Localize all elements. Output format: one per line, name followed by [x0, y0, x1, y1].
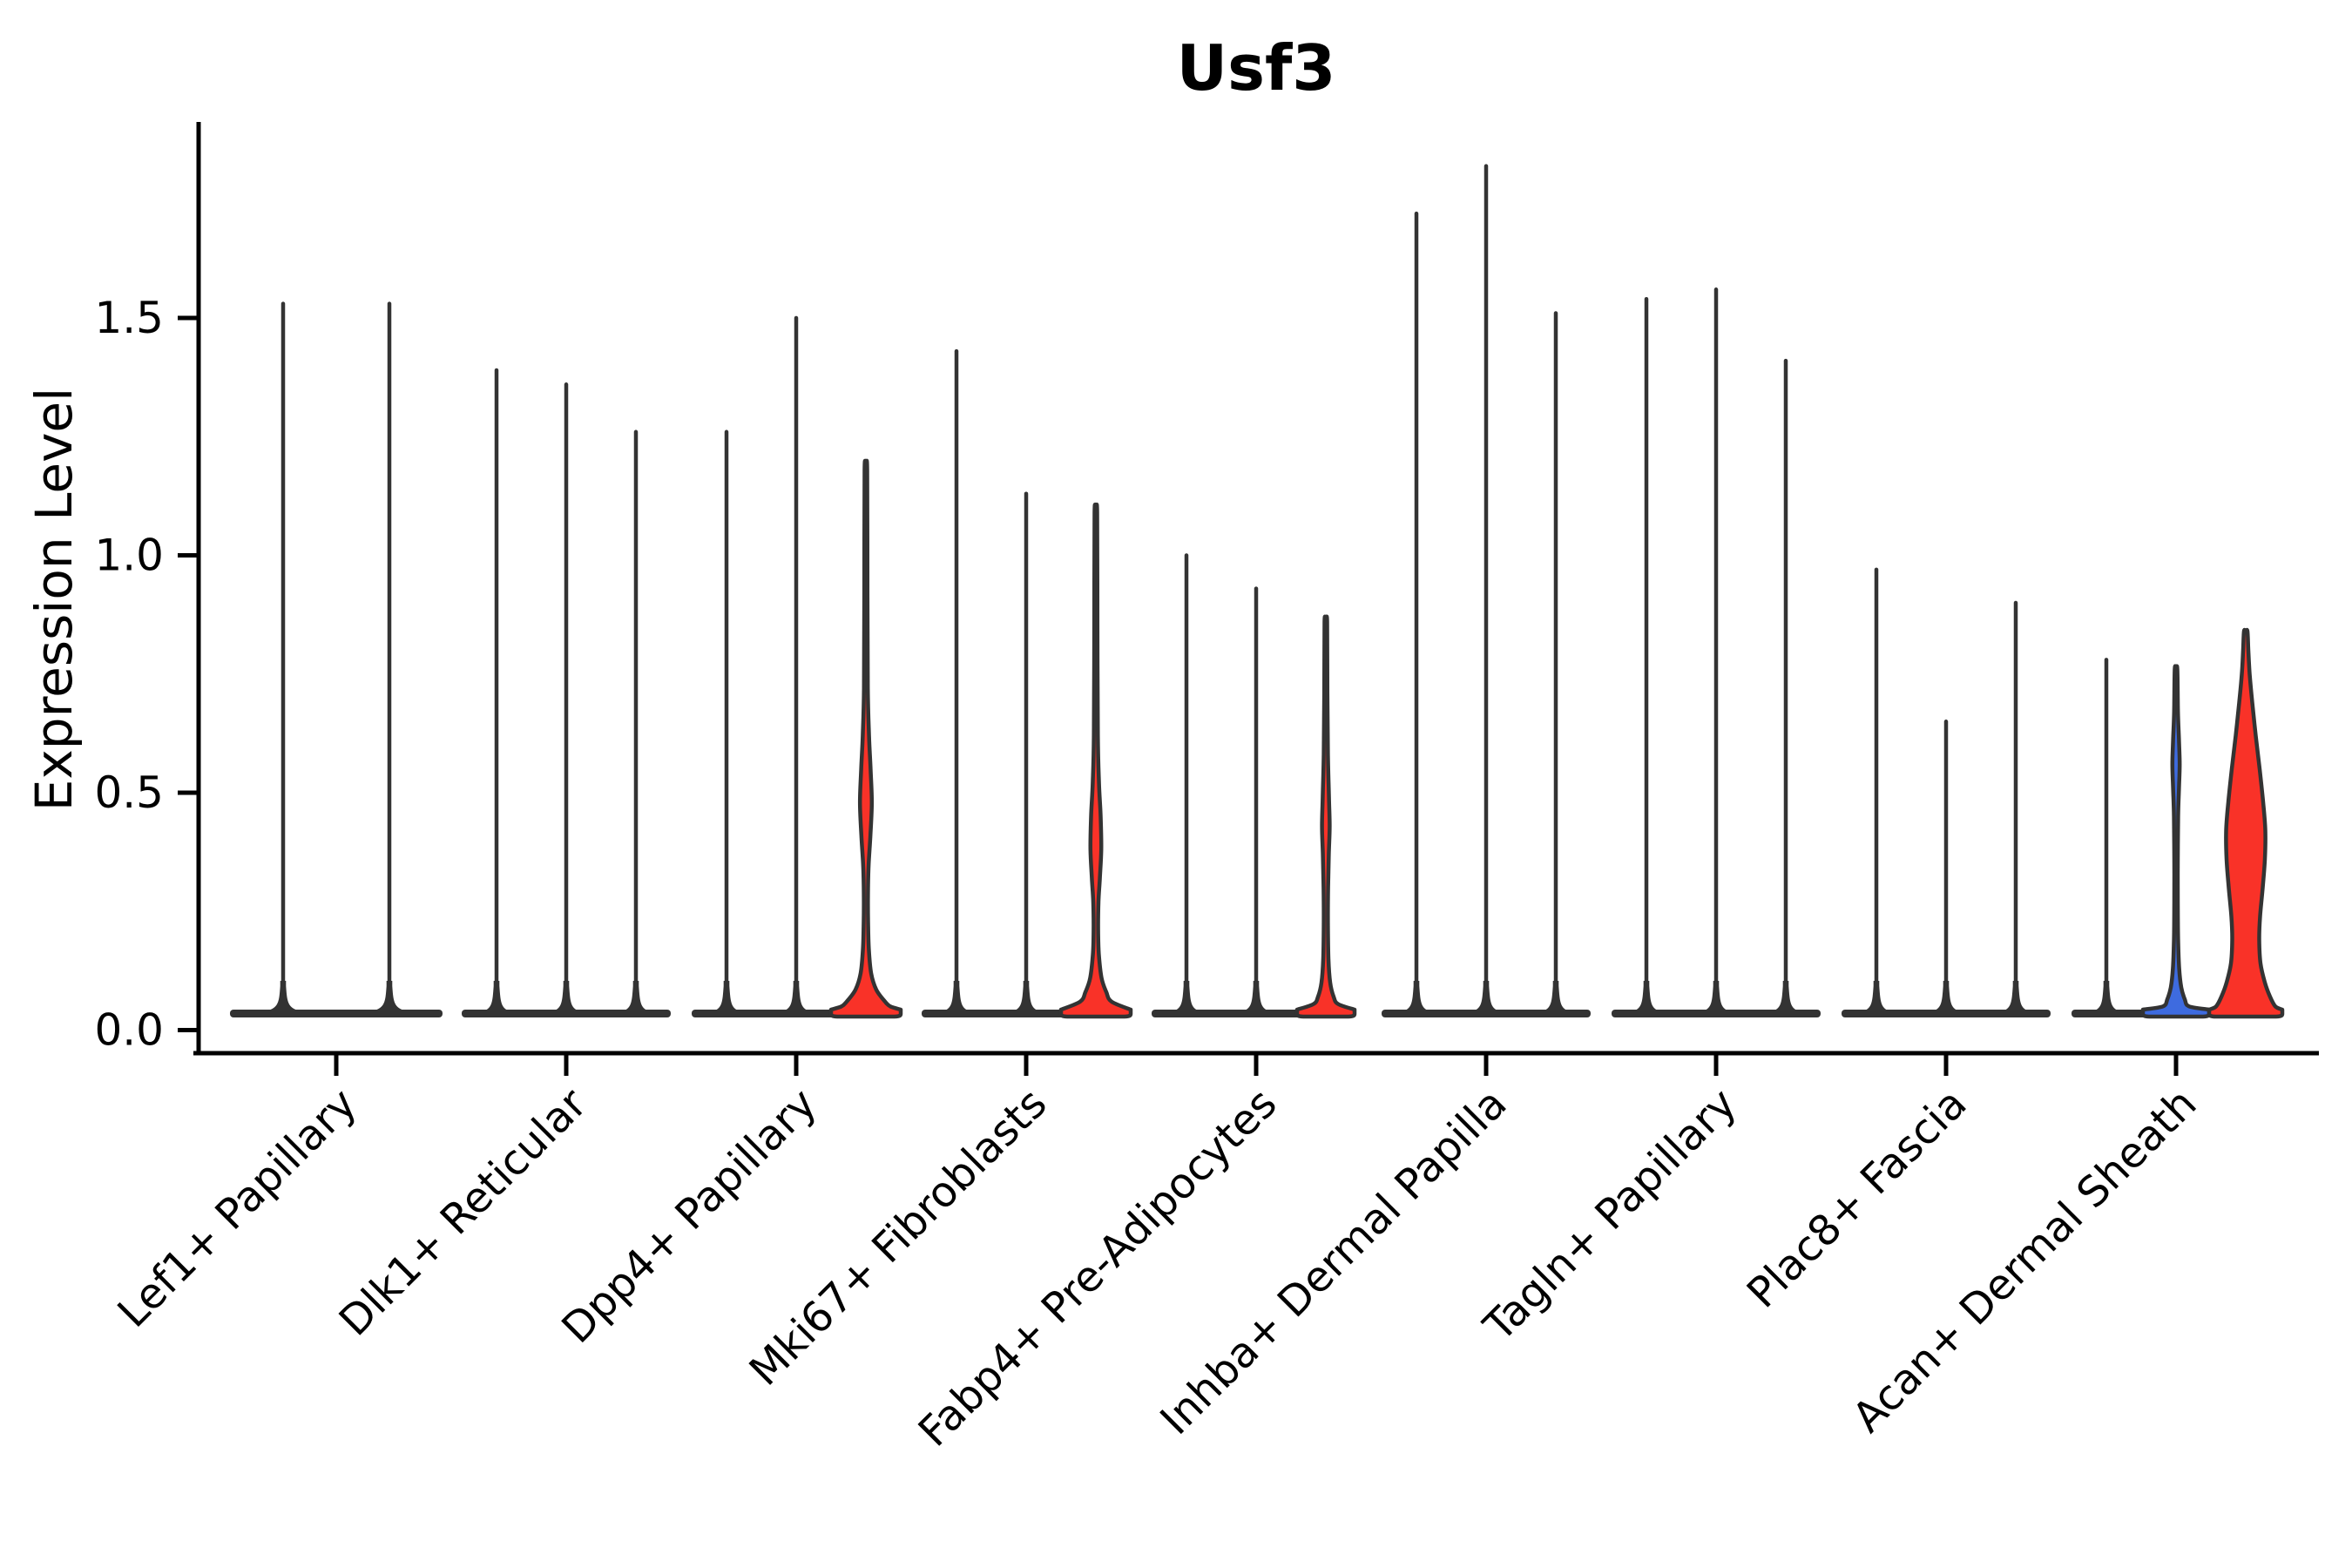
violin-base-2	[462, 1010, 671, 1017]
violin-1-2-base-flare	[375, 981, 404, 1010]
violin-2-3-base-flare	[625, 981, 647, 1010]
violin-base-1	[230, 1010, 443, 1017]
violin-8-1-base-flare	[1865, 981, 1888, 1010]
x-tick-label-1: Lef1+ Papillary	[109, 1079, 367, 1337]
violin-7-1-base-flare	[1635, 981, 1658, 1010]
violin-9-2	[2140, 664, 2212, 1019]
violin-8-2-base-flare	[1935, 981, 1957, 1010]
violin-base-6	[1382, 1010, 1591, 1017]
violin-9-1-base-flare	[2095, 981, 2118, 1010]
x-tick-label-8: Plac8+ Fascia	[1738, 1079, 1977, 1318]
violin-1-1-base-flare	[268, 981, 298, 1010]
violin-5-1-base-flare	[1175, 981, 1198, 1010]
violin-3-2-base-flare	[785, 981, 808, 1010]
x-tick-label-2: Dlk1+ Reticular	[330, 1079, 597, 1346]
y-tick-label: 0.5	[94, 767, 164, 818]
violin-3-3	[828, 458, 903, 1019]
violin-base-7	[1612, 1010, 1821, 1017]
violin-9-3	[2207, 627, 2285, 1019]
violin-8-3-base-flare	[2004, 981, 2027, 1010]
y-tick-label: 0.0	[94, 1005, 164, 1056]
violin-base-8	[1842, 1010, 2051, 1017]
violin-2-2-base-flare	[555, 981, 578, 1010]
x-tick-label-7: Tagln+ Papillary	[1474, 1079, 1746, 1351]
violin-5-3	[1294, 614, 1357, 1019]
violin-3-1-base-flare	[715, 981, 738, 1010]
chart-title: Usf3	[1176, 31, 1336, 105]
violin-6-2-base-flare	[1475, 981, 1497, 1010]
y-tick-label: 1.5	[94, 293, 164, 343]
violin-6-1-base-flare	[1405, 981, 1428, 1010]
violin-6-3-base-flare	[1544, 981, 1567, 1010]
violin-4-3	[1058, 503, 1133, 1019]
violin-5-2-base-flare	[1245, 981, 1267, 1010]
violin-7-2-base-flare	[1705, 981, 1727, 1010]
violin-7-3-base-flare	[1774, 981, 1797, 1010]
violin-4-1-base-flare	[945, 981, 968, 1010]
violin-2-1-base-flare	[485, 981, 508, 1010]
x-tick-label-3: Dpp4+ Papillary	[552, 1079, 826, 1353]
y-tick-label: 1.0	[94, 531, 164, 581]
violin-4-2-base-flare	[1015, 981, 1037, 1010]
